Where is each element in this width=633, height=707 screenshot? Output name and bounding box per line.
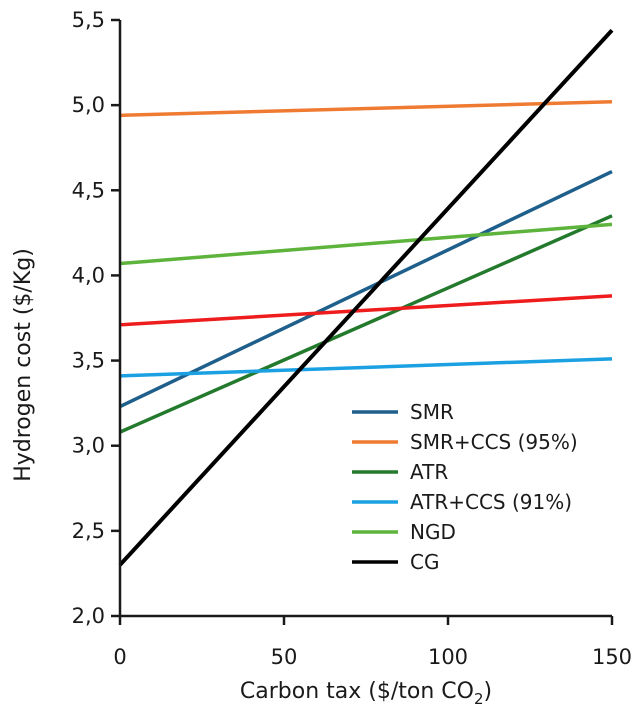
series-line-smr: [119, 169, 613, 409]
x-ticks: 0 50 100 150: [113, 616, 632, 669]
legend-label: NGD: [410, 520, 456, 544]
y-ticks: 2,0 2,5 3,0 3,5 4,0 4,5 5,0 5,5: [72, 8, 120, 628]
y-tick-label: 5,0: [72, 93, 105, 117]
x-axis-label-subscript: 2: [474, 690, 484, 707]
y-tick-label: 5,5: [72, 8, 105, 32]
x-tick-label: 50: [271, 645, 298, 669]
series-line-ngd: [119, 222, 613, 266]
series-line-unlabeled: [119, 294, 613, 327]
x-tick-label: 0: [113, 645, 126, 669]
y-tick-label: 2,0: [72, 604, 105, 628]
axes: [118, 20, 612, 618]
x-axis-label: Carbon tax ($/ton CO2): [240, 679, 492, 707]
series-line-atr: [119, 214, 613, 434]
legend-label: ATR: [410, 460, 448, 484]
y-tick-label: 3,5: [72, 349, 105, 373]
y-tick-label: 2,5: [72, 519, 105, 543]
legend-label: SMR: [410, 400, 454, 424]
legend-label: CG: [410, 550, 439, 574]
y-tick-label: 3,0: [72, 434, 105, 458]
series-line-atr-ccs-91: [119, 357, 613, 378]
legend-label: SMR+CCS (95%): [410, 430, 578, 454]
y-axis-label: Hydrogen cost ($/Kg): [11, 248, 36, 482]
y-tick-label: 4,5: [72, 178, 105, 202]
x-axis-label-main: Carbon tax ($/ton CO: [240, 679, 474, 704]
x-tick-label: 100: [428, 645, 468, 669]
series-lines: [118, 28, 614, 567]
legend: SMR SMR+CCS (95%) ATR ATR+CCS (91%) NGD CG: [352, 400, 578, 574]
y-tick-label: 4,0: [72, 263, 105, 287]
x-axis-label-suffix: ): [484, 679, 493, 704]
series-line-cg: [118, 28, 614, 567]
legend-label: ATR+CCS (91%): [410, 490, 572, 514]
series-line-smr-ccs-95: [119, 99, 613, 118]
x-tick-label: 150: [592, 645, 632, 669]
